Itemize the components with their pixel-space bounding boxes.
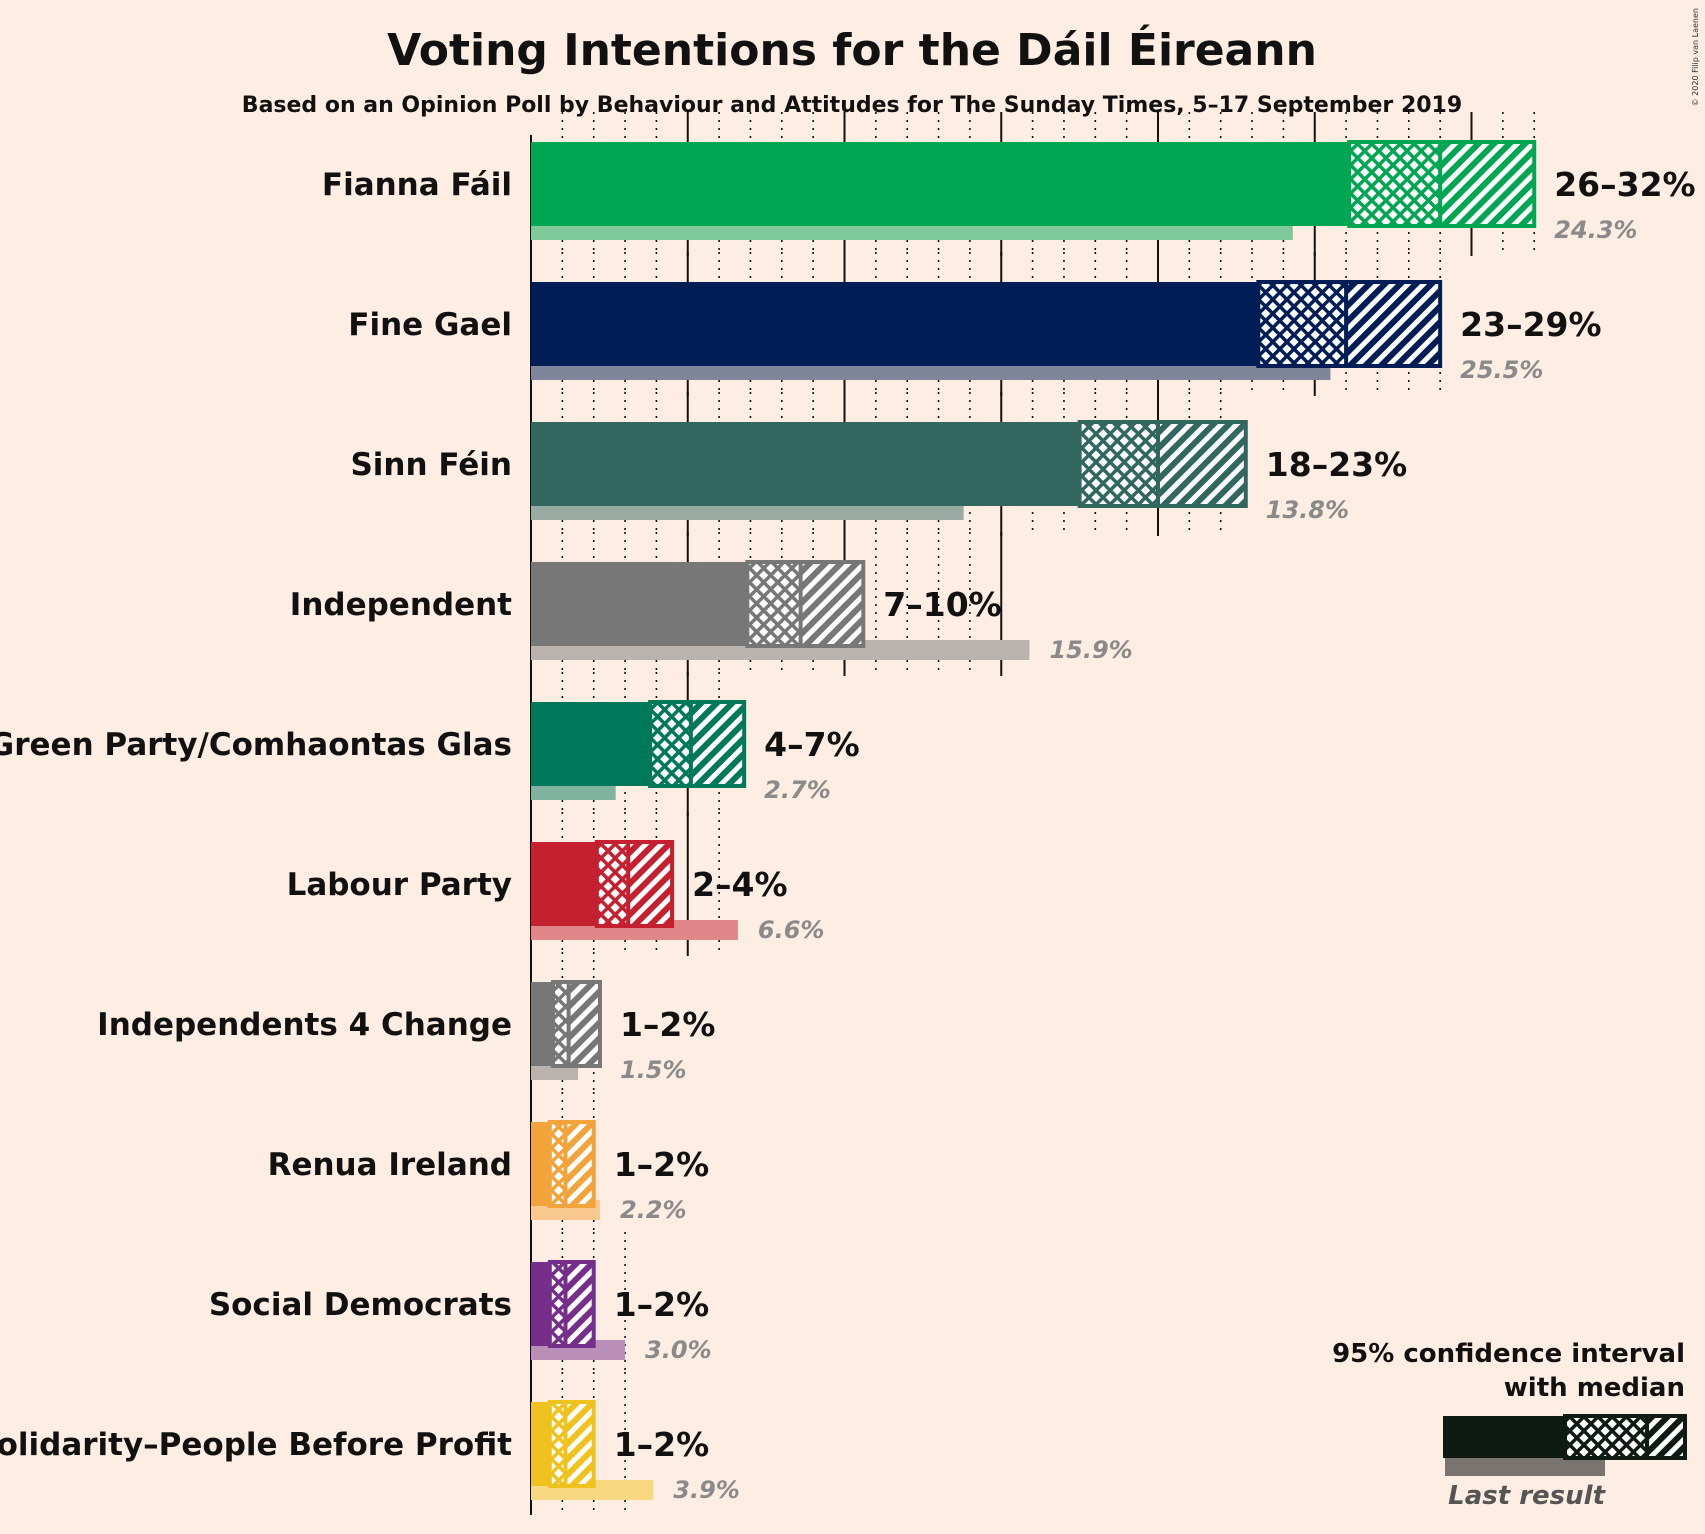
- ci-lower-half: [650, 702, 691, 786]
- ci-outline: [594, 840, 675, 928]
- ci-outline: [745, 560, 866, 648]
- party-label: Social Democrats: [209, 1287, 512, 1323]
- last-result-label: 15.9%: [1049, 636, 1132, 664]
- ci-upper-half: [1158, 422, 1246, 506]
- chart-title: Voting Intentions for the Dáil Éireann: [387, 23, 1317, 76]
- ci-lower-bar: [531, 982, 553, 1066]
- last-result-label: 13.8%: [1266, 496, 1349, 524]
- party-label: Fine Gael: [348, 307, 512, 343]
- ci-lower-half: [1349, 142, 1441, 226]
- party-label: Solidarity–People Before Profit: [0, 1427, 512, 1463]
- bars-layer: [531, 140, 1537, 1500]
- chart-subtitle: Based on an Opinion Poll by Behaviour an…: [242, 93, 1462, 118]
- legend-hatch: [1647, 1416, 1685, 1458]
- ci-lower-bar: [531, 282, 1259, 366]
- ci-lower-bar: [531, 1262, 550, 1346]
- range-label: 1–2%: [620, 1005, 716, 1044]
- ci-lower-bar: [531, 142, 1350, 226]
- range-label: 1–2%: [614, 1425, 710, 1464]
- range-label: 7–10%: [883, 585, 1001, 624]
- ci-outline: [1077, 420, 1248, 508]
- last-result-label: 6.6%: [758, 916, 825, 944]
- legend-crosshatch: [1565, 1416, 1647, 1458]
- ci-lower-half: [549, 1122, 566, 1206]
- range-label: 23–29%: [1460, 305, 1601, 344]
- ci-outline: [1256, 280, 1443, 368]
- ci-lower-half: [549, 1262, 566, 1346]
- party-label: Labour Party: [287, 867, 512, 903]
- last-result-label: 24.3%: [1554, 216, 1637, 244]
- ci-outline: [547, 1120, 596, 1208]
- ci-lower-half: [552, 982, 569, 1066]
- ci-lower-half: [747, 562, 801, 646]
- ci-upper-half: [1440, 142, 1535, 226]
- ci-lower-bar: [531, 702, 651, 786]
- ci-lower-bar: [531, 422, 1080, 506]
- party-label: Sinn Féin: [350, 447, 512, 483]
- last-result-label: 2.7%: [764, 776, 831, 804]
- ci-outline: [547, 1260, 596, 1348]
- last-result-label: 2.2%: [620, 1196, 687, 1224]
- ci-outline: [550, 980, 602, 1068]
- legend: 95% confidence interval with median Last…: [1332, 1339, 1687, 1511]
- labels-layer: Fianna Fáil 26–32% 24.3% Fine Gael 23–29% 25.…: [0, 165, 1696, 1504]
- party-label: Independents 4 Change: [97, 1007, 512, 1043]
- range-label: 1–2%: [614, 1145, 710, 1184]
- last-result-label: 3.0%: [645, 1336, 712, 1364]
- ci-lower-bar: [531, 1122, 550, 1206]
- party-label: Independent: [290, 587, 512, 623]
- ci-upper-half: [690, 702, 745, 786]
- ci-upper-half: [568, 982, 600, 1066]
- range-label: 4–7%: [764, 725, 860, 764]
- range-label: 1–2%: [614, 1285, 710, 1324]
- ci-upper-half: [1346, 282, 1441, 366]
- range-label: 2–4%: [692, 865, 788, 904]
- ci-upper-half: [565, 1262, 594, 1346]
- ci-lower-half: [549, 1402, 566, 1486]
- legend-last-bar: [1445, 1456, 1605, 1476]
- last-result-label: 25.5%: [1460, 356, 1543, 384]
- ci-lower-bar: [531, 842, 597, 926]
- ci-lower-half: [1258, 282, 1347, 366]
- ci-lower-bar: [531, 1402, 550, 1486]
- ci-upper-half: [565, 1122, 594, 1206]
- ci-lower-bar: [531, 562, 748, 646]
- legend-line1: 95% confidence interval: [1332, 1339, 1685, 1369]
- legend-solid-bar: [1443, 1416, 1565, 1458]
- ci-upper-half: [628, 842, 673, 926]
- ci-lower-half: [1079, 422, 1158, 506]
- legend-last-result-label: Last result: [1448, 1481, 1606, 1511]
- range-label: 26–32%: [1554, 165, 1695, 204]
- party-label: Fianna Fáil: [322, 167, 512, 203]
- ci-outline: [648, 700, 747, 788]
- last-result-label: 3.9%: [673, 1476, 740, 1504]
- last-result-label: 1.5%: [620, 1056, 687, 1084]
- party-label: Renua Ireland: [268, 1147, 512, 1183]
- ci-lower-half: [596, 842, 629, 926]
- credit-text: © 2020 Filip van Laenen: [1691, 8, 1700, 106]
- legend-ci-outline: [1563, 1414, 1687, 1460]
- legend-line2: with median: [1504, 1373, 1685, 1403]
- ci-upper-half: [565, 1402, 594, 1486]
- ci-outline: [547, 1400, 596, 1488]
- party-label: Green Party/Comhaontas Glas: [0, 727, 512, 763]
- ci-upper-half: [800, 562, 864, 646]
- range-label: 18–23%: [1266, 445, 1407, 484]
